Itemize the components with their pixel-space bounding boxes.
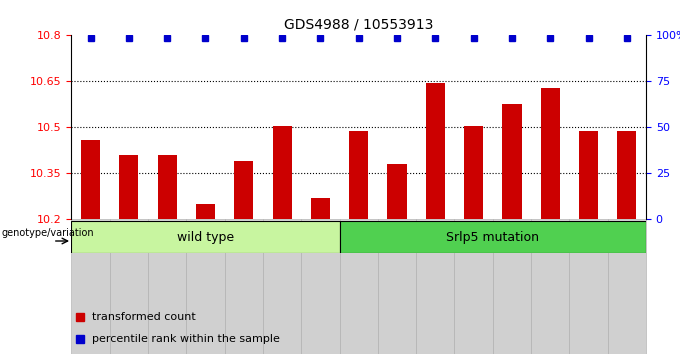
Bar: [119, 155, 139, 219]
Bar: [493, 219, 531, 354]
Bar: [109, 219, 148, 354]
Bar: [569, 219, 608, 354]
Bar: [196, 204, 215, 219]
Bar: [71, 221, 339, 253]
Bar: [263, 219, 301, 354]
Bar: [464, 126, 483, 219]
Bar: [617, 131, 636, 219]
Bar: [454, 219, 493, 354]
Bar: [579, 131, 598, 219]
Bar: [426, 83, 445, 219]
Bar: [416, 219, 454, 354]
Bar: [503, 104, 522, 219]
Text: wild type: wild type: [177, 231, 234, 244]
Bar: [186, 219, 224, 354]
Bar: [71, 219, 109, 354]
Bar: [273, 126, 292, 219]
Bar: [301, 219, 339, 354]
Bar: [311, 198, 330, 219]
Bar: [541, 87, 560, 219]
Bar: [339, 221, 646, 253]
Bar: [224, 219, 263, 354]
Bar: [349, 131, 369, 219]
Bar: [608, 219, 646, 354]
Bar: [388, 164, 407, 219]
Bar: [339, 219, 378, 354]
Bar: [81, 140, 100, 219]
Bar: [148, 219, 186, 354]
Title: GDS4988 / 10553913: GDS4988 / 10553913: [284, 17, 433, 32]
Bar: [158, 155, 177, 219]
Bar: [234, 161, 254, 219]
Text: transformed count: transformed count: [92, 312, 195, 322]
Text: Srlp5 mutation: Srlp5 mutation: [446, 231, 539, 244]
Text: percentile rank within the sample: percentile rank within the sample: [92, 334, 279, 344]
Text: genotype/variation: genotype/variation: [1, 228, 94, 238]
Bar: [531, 219, 569, 354]
Bar: [378, 219, 416, 354]
